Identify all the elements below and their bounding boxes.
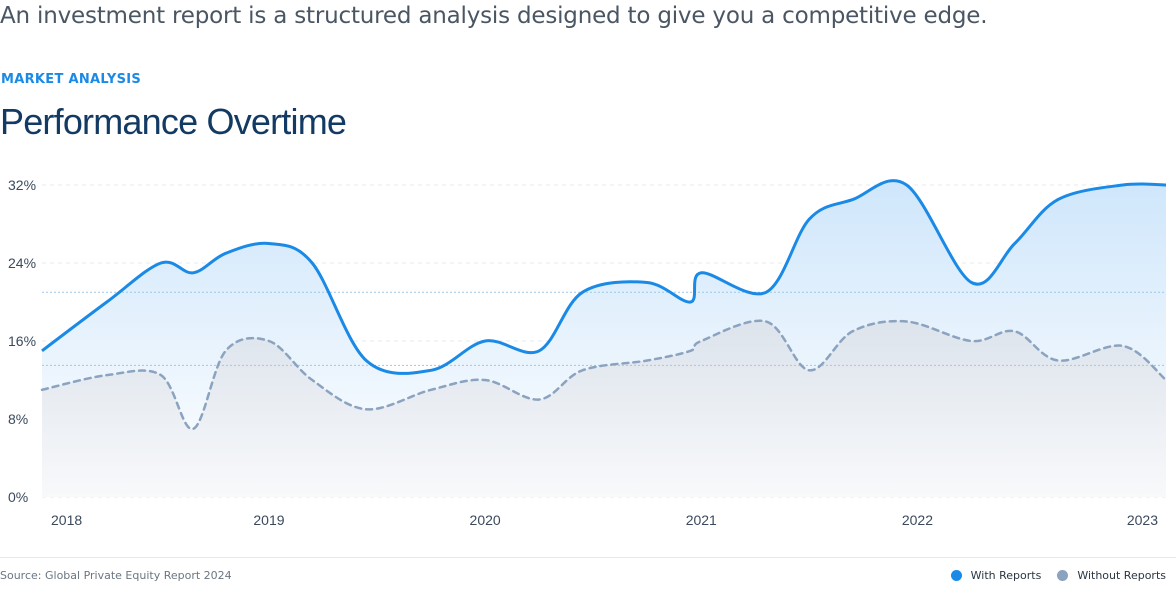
chart-legend: With Reports Without Reports [935, 569, 1166, 582]
y-tick-label: 24% [8, 255, 36, 271]
source-note: Source: Global Private Equity Report 202… [0, 569, 232, 582]
legend-item-with-reports: With Reports [950, 569, 1042, 582]
area-without-reports [42, 320, 1166, 497]
intro-text: An investment report is a structured ana… [0, 3, 988, 29]
area-fills [42, 180, 1166, 497]
x-tick-label: 2022 [902, 512, 933, 528]
legend-swatch-with-reports [950, 570, 962, 581]
chart-title: Performance Overtime [0, 101, 347, 142]
line-without-reports [40, 319, 1168, 431]
y-tick-label: 8% [8, 411, 28, 427]
legend-item-without-reports: Without Reports [1057, 569, 1166, 582]
y-tick-label: 16% [8, 333, 36, 349]
legend-swatch-without-reports [1057, 570, 1069, 581]
legend-label-with-reports: With Reports [970, 569, 1042, 582]
line-with-reports [41, 179, 1167, 375]
y-tick-label: 0% [8, 489, 28, 505]
x-tick-label: 2020 [470, 512, 501, 528]
x-axis-ticks: 2018 2019 2020 2021 2022 2023 [51, 512, 1158, 528]
footer-divider [0, 557, 1176, 558]
x-tick-label: 2018 [51, 512, 82, 528]
x-tick-label: 2023 [1127, 512, 1158, 528]
x-tick-label: 2019 [253, 512, 284, 528]
performance-chart: 0% 8% 16% 24% 32% 2018 2019 2020 2021 2022 2023 [8, 177, 1168, 528]
y-axis-ticks: 0% 8% 16% 24% 32% [8, 177, 36, 505]
x-tick-label: 2021 [686, 512, 717, 528]
legend-label-without-reports: Without Reports [1077, 569, 1166, 582]
section-eyebrow: MARKET ANALYSIS [1, 72, 142, 87]
series-lines [40, 179, 1168, 431]
y-tick-label: 32% [8, 177, 36, 193]
